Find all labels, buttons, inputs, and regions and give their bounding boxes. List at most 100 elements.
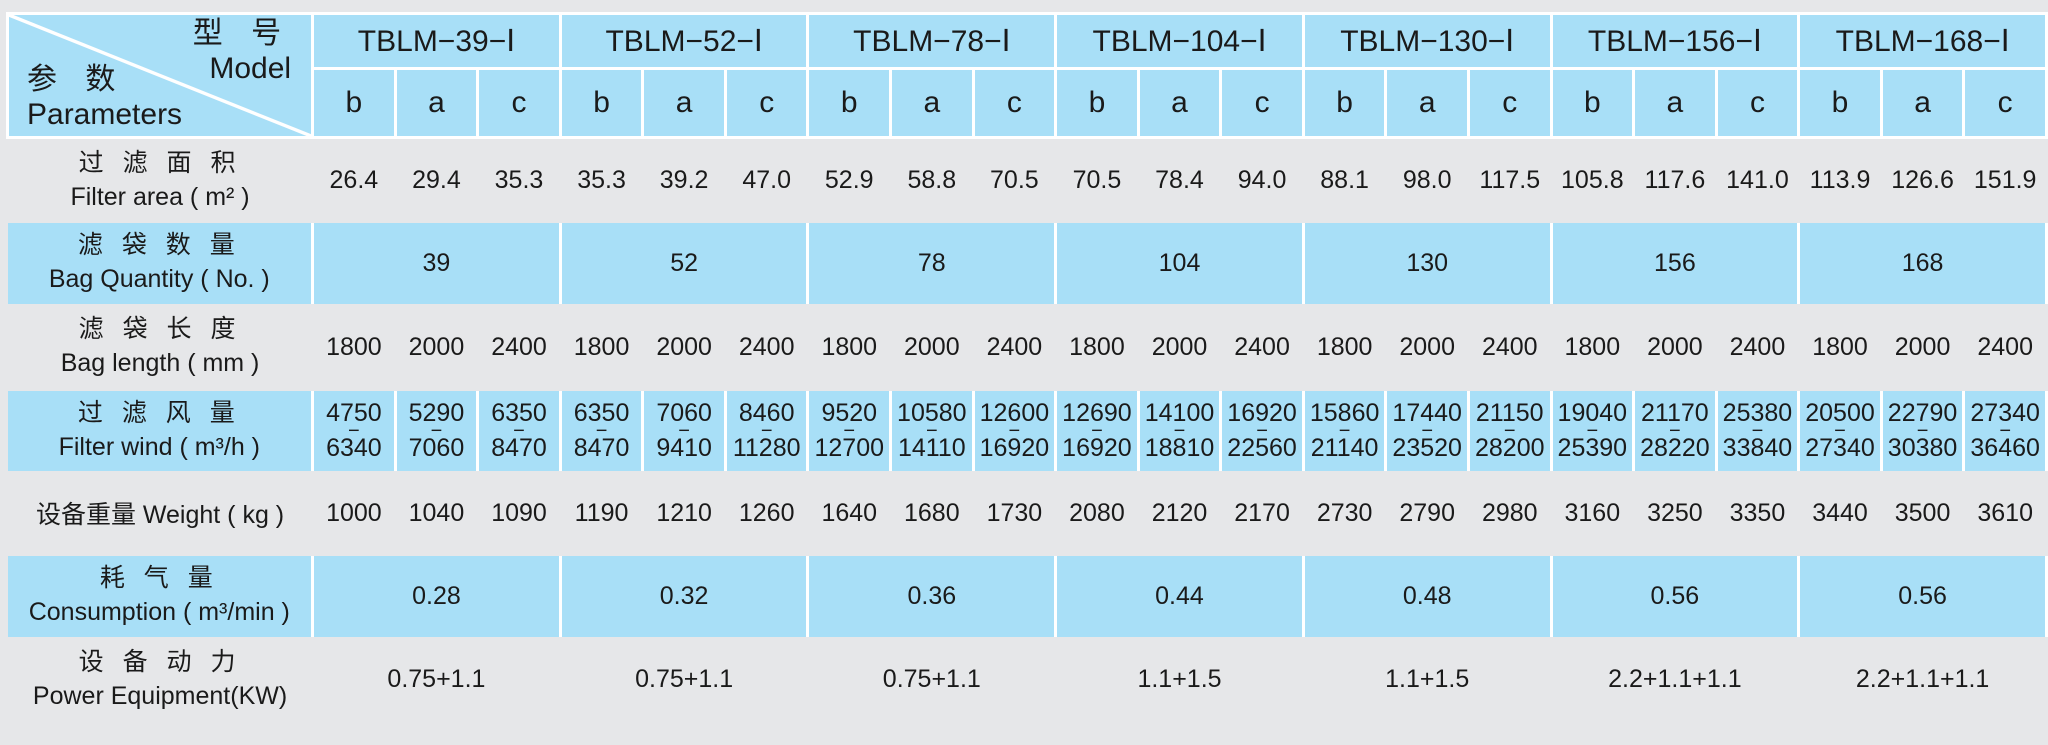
- filter-area-value: 70.5: [1055, 137, 1139, 223]
- range-dash: −: [595, 419, 608, 442]
- filter-wind-value: 14100−18810: [1136, 390, 1223, 471]
- consumption-value: 0.28: [311, 555, 562, 637]
- range-dash: −: [430, 419, 443, 442]
- bag-length-value: 1800: [1303, 303, 1386, 391]
- power-value: 2.2+1.1+1.1: [1798, 636, 2047, 723]
- filter-area-value: 98.0: [1385, 137, 1469, 223]
- filter-wind-value: 27340−36460: [1962, 390, 2048, 471]
- filter-wind-max: 28200: [1474, 433, 1545, 462]
- filter-wind-min: 12600: [979, 398, 1050, 427]
- sub-column-header: b: [311, 67, 397, 139]
- bag-length-value: 2400: [1716, 303, 1799, 391]
- power-value: 0.75+1.1: [560, 636, 808, 723]
- filter-wind-max: 12700: [814, 433, 885, 462]
- range-dash: −: [1916, 419, 1929, 442]
- filter-area-label-zh: 过 滤 面 积: [78, 149, 242, 177]
- bag-length-value: 2400: [1220, 303, 1304, 391]
- filter-area-value: 141.0: [1716, 137, 1799, 223]
- sub-column-header: b: [1549, 67, 1636, 139]
- filter-area-value: 70.5: [973, 137, 1056, 223]
- model-header: TBLM−104−Ⅰ: [1054, 12, 1305, 70]
- weight-value: 1730: [973, 470, 1056, 556]
- sub-column-header: a: [889, 67, 975, 139]
- consumption-value: 0.48: [1301, 555, 1553, 637]
- bag-quantity-value: 156: [1549, 222, 1801, 304]
- range-dash: −: [348, 419, 360, 442]
- filter-wind-min: 8460: [738, 398, 795, 427]
- filter-wind-value: 22790−30380: [1879, 390, 1966, 471]
- model-label-en: Model: [209, 51, 292, 85]
- filter-wind-min: 7060: [656, 398, 712, 427]
- range-dash: −: [925, 419, 938, 442]
- range-dash: −: [843, 419, 856, 442]
- diagonal-line: [10, 16, 310, 135]
- bag-quantity-label-en: Bag Quantity ( No. ): [48, 265, 270, 293]
- sub-column-header: c: [723, 67, 810, 139]
- parameters-label-zh: 参 数: [27, 63, 126, 96]
- weight-value: 1260: [725, 470, 808, 556]
- model-label: 型 号 Model: [193, 17, 291, 86]
- model-header: TBLM−52−Ⅰ: [558, 12, 810, 70]
- bag-quantity-value: 130: [1301, 222, 1553, 304]
- power-label-zh: 设 备 动 力: [78, 647, 242, 676]
- bag-length-value: 1800: [312, 303, 396, 391]
- power-value: 2.2+1.1+1.1: [1551, 636, 1799, 723]
- weight-value: 1000: [312, 470, 396, 556]
- range-dash: −: [1503, 419, 1516, 442]
- power-row: 设 备 动 力 Power Equipment(KW) 0.75+1.1 0.75…: [7, 636, 2047, 723]
- model-header: TBLM−39−Ⅰ: [311, 12, 562, 70]
- weight-value: 3440: [1798, 470, 1882, 556]
- weight-label: 设备重量 Weight ( kg ): [7, 470, 313, 556]
- filter-wind-value: 15860−21140: [1301, 390, 1388, 471]
- bag-quantity-value: 52: [558, 222, 810, 304]
- bag-length-value: 2400: [1468, 303, 1552, 391]
- weight-value: 1190: [560, 470, 643, 556]
- bag-length-value: 1800: [1551, 303, 1634, 391]
- filter-area-value: 35.3: [477, 137, 561, 223]
- weight-value: 3500: [1881, 470, 1964, 556]
- filter-wind-min: 5290: [408, 398, 465, 427]
- bag-quantity-row: 滤 袋 数 量 Bag Quantity ( No. ) 39 52 78 104 13…: [7, 222, 2048, 304]
- range-dash: −: [1751, 419, 1764, 442]
- filter-wind-max: 23520: [1392, 433, 1462, 462]
- filter-wind-value: 21170−28220: [1632, 390, 1718, 471]
- sub-column-header: a: [641, 67, 727, 139]
- filter-wind-max: 14110: [897, 433, 966, 462]
- sub-column-header: c: [1219, 67, 1305, 139]
- range-dash: −: [1421, 419, 1434, 442]
- filter-wind-value: 7060−9410: [641, 390, 727, 471]
- filter-area-value: 47.0: [725, 137, 808, 223]
- weight-value: 2170: [1220, 470, 1304, 556]
- filter-wind-min: 19040: [1557, 398, 1628, 427]
- filter-area-value: 58.8: [890, 137, 974, 223]
- model-label-zh: 型 号: [192, 17, 292, 50]
- filter-wind-min: 17440: [1392, 398, 1462, 427]
- bag-quantity-value: 104: [1054, 222, 1305, 304]
- filter-wind-min: 25380: [1722, 398, 1793, 427]
- bag-length-label: 滤 袋 长 度 Bag length ( mm ): [7, 303, 313, 391]
- parameters-label: 参 数 Parameters: [27, 63, 182, 132]
- sub-column-header: b: [1054, 67, 1140, 139]
- range-dash: −: [1834, 419, 1846, 442]
- filter-wind-value: 6350−8470: [558, 390, 645, 471]
- bag-length-row: 滤 袋 长 度 Bag length ( mm ) 1800 2000 2400 18…: [7, 303, 2047, 391]
- bag-length-value: 1800: [1055, 303, 1139, 391]
- filter-area-value: 29.4: [395, 137, 478, 223]
- bag-length-value: 1800: [1798, 303, 1882, 391]
- sub-column-header: a: [1879, 67, 1966, 139]
- consumption-value: 0.32: [558, 555, 810, 637]
- model-header: TBLM−78−Ⅰ: [806, 12, 1058, 70]
- filter-wind-min: 27340: [1970, 398, 2040, 427]
- range-dash: −: [760, 419, 773, 442]
- sub-column-header: c: [476, 67, 562, 139]
- filter-area-value: 126.6: [1881, 137, 1964, 223]
- weight-value: 1680: [890, 470, 974, 556]
- bag-length-value: 2400: [725, 303, 808, 391]
- filter-wind-max: 25390: [1557, 433, 1628, 462]
- filter-wind-max: 8470: [491, 433, 547, 462]
- weight-value: 3350: [1716, 470, 1799, 556]
- filter-wind-max: 6340: [326, 433, 382, 462]
- sub-column-header: b: [558, 67, 645, 139]
- range-dash: −: [1256, 419, 1268, 442]
